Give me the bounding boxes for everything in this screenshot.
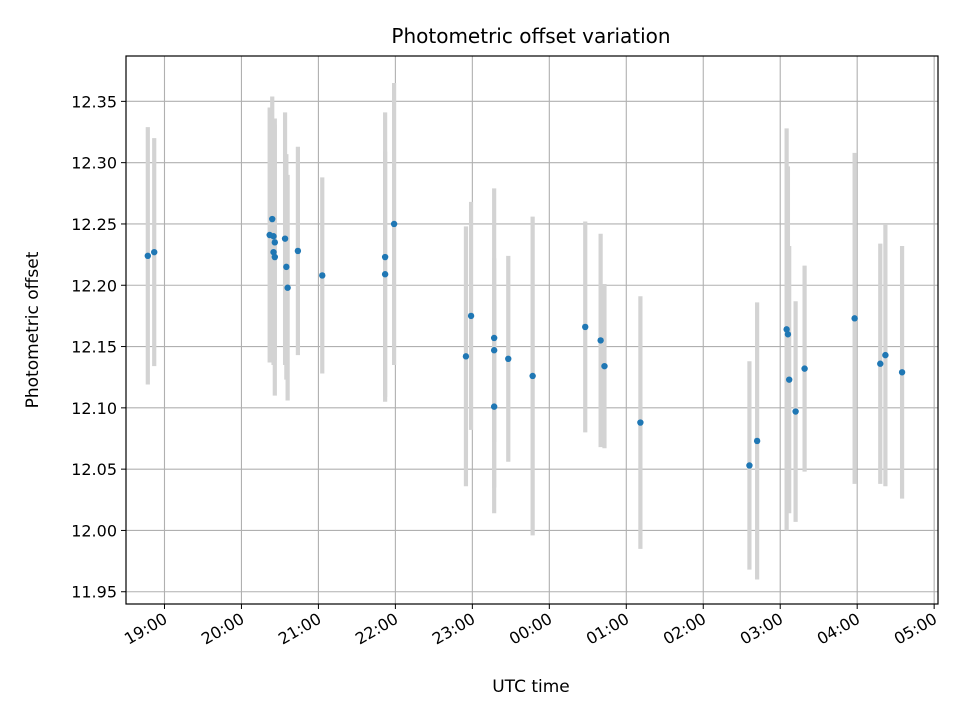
- y-tick-label: 12.20: [71, 276, 117, 295]
- x-tick-label: 20:00: [198, 609, 247, 649]
- x-tick-label: 23:00: [429, 609, 478, 649]
- y-tick-label: 12.00: [71, 521, 117, 540]
- data-point: [784, 331, 792, 338]
- data-point: [753, 437, 761, 445]
- x-axis-title: UTC time: [492, 677, 570, 697]
- x-tick-label: 00:00: [506, 609, 555, 649]
- data-point: [490, 334, 498, 342]
- y-tick-label: 12.10: [71, 399, 117, 418]
- data-point: [898, 369, 906, 376]
- data-point: [271, 253, 279, 261]
- x-axis-ticks: 19:00 20:00 21:00 22:00 23:00 00:00 01:00 02:00…: [121, 604, 940, 649]
- data-point: [284, 284, 291, 291]
- data-point: [597, 337, 604, 344]
- y-tick-label: 12.05: [71, 460, 117, 479]
- data-point: [269, 215, 276, 223]
- data-point: [792, 408, 799, 415]
- data-point: [582, 323, 589, 331]
- data-point: [490, 347, 498, 354]
- x-tick-label: 05:00: [891, 609, 940, 649]
- data-point: [785, 376, 793, 383]
- plot-area-frame: [125, 55, 939, 605]
- data-point: [270, 248, 277, 256]
- data-point: [490, 403, 498, 410]
- data-point: [505, 355, 512, 363]
- y-tick-label: 12.25: [71, 215, 117, 234]
- data-point: [529, 372, 536, 380]
- data-point: [281, 235, 289, 242]
- data-point: [801, 365, 808, 372]
- x-tick-label: 03:00: [737, 609, 786, 649]
- y-tick-label: 11.95: [71, 583, 117, 602]
- y-axis-ticks: 11.95 12.00 12.05 12.10 12.15 12.20 12.25 12.30…: [71, 92, 126, 602]
- chart-title: Photometric offset variation: [391, 24, 670, 48]
- x-tick-label: 04:00: [814, 609, 863, 649]
- x-tick-label: 21:00: [275, 609, 324, 649]
- x-tick-label: 22:00: [352, 609, 401, 649]
- data-point: [294, 247, 302, 255]
- y-tick-label: 12.30: [71, 154, 117, 173]
- x-tick-label: 02:00: [660, 609, 709, 649]
- data-point: [783, 326, 790, 333]
- data-point: [882, 351, 889, 359]
- data-point: [271, 239, 279, 246]
- data-point: [151, 248, 158, 256]
- data-point: [381, 253, 389, 261]
- y-axis-title: Photometric offset: [23, 251, 43, 408]
- data-point: [637, 419, 644, 426]
- x-tick-label: 19:00: [121, 609, 170, 649]
- data-point: [270, 233, 277, 240]
- data-point: [283, 263, 290, 271]
- data-point: [462, 353, 470, 360]
- data-point: [467, 312, 475, 320]
- data-point: [381, 271, 389, 278]
- y-tick-label: 12.15: [71, 338, 117, 357]
- data-point: [746, 462, 753, 469]
- data-point: [851, 315, 858, 322]
- data-point: [877, 360, 884, 367]
- data-point: [319, 272, 326, 279]
- data-point: [144, 252, 152, 260]
- data-points: [144, 215, 906, 469]
- data-point: [601, 362, 608, 370]
- y-tick-label: 12.35: [71, 92, 117, 111]
- x-tick-label: 01:00: [583, 609, 632, 649]
- data-point: [390, 220, 398, 228]
